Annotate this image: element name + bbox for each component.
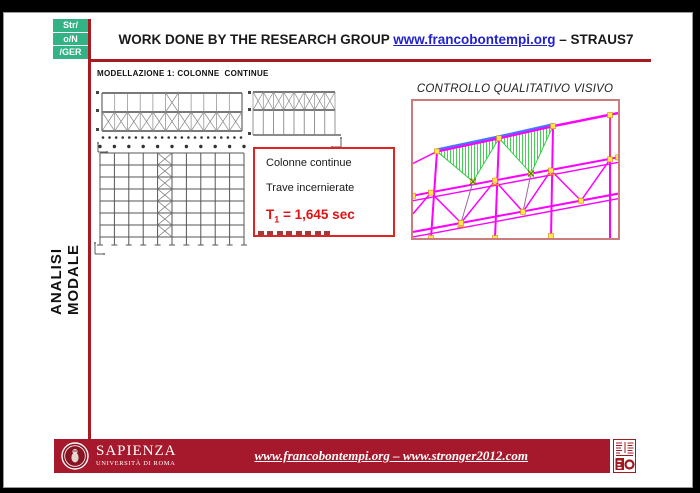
university-name: SAPIENZA	[96, 443, 177, 460]
stronger-logo: Str/ o/N /GER	[53, 19, 88, 59]
visual-model-image	[411, 99, 620, 240]
sidebar-vertical-label: ANALISI MODALE	[48, 244, 82, 315]
stronger-logo-line2: o/N	[53, 33, 88, 47]
fb-seal-logo	[613, 439, 636, 473]
info-line-2: Trave incernierate	[266, 182, 355, 194]
info-line-1: Colonne continue	[266, 157, 352, 169]
clipped-text-remnant	[258, 231, 334, 235]
presentation-slide: Str/ o/N /GER WORK DONE BY THE RESEARCH …	[3, 12, 693, 488]
period-value: T1 = 1,645 sec	[266, 207, 355, 225]
plan-truss-diagram	[96, 91, 243, 153]
section-label: MODELLAZIONE 1: COLONNE CONTINUE	[97, 69, 269, 78]
stronger-logo-line1: Str/	[53, 19, 88, 33]
red-vertical-rule	[88, 19, 91, 439]
university-subtitle: UNIVERSITÀ DI ROMA	[96, 460, 176, 468]
header-title-suffix: – STRAUS7	[555, 31, 634, 47]
stronger-logo-line3: /GER	[59, 47, 82, 58]
visual-check-title: CONTROLLO QUALITATIVO VISIVO	[416, 83, 614, 95]
footer-links[interactable]: www.francobontempi.org – www.stronger201…	[254, 448, 529, 463]
header-title: WORK DONE BY THE RESEARCH GROUP www.fran…	[101, 26, 651, 52]
results-info-box: Colonne continue Trave incernierate T1 =…	[253, 147, 395, 237]
header-title-text: WORK DONE BY THE RESEARCH GROUP	[118, 31, 394, 47]
footer-bar: SAPIENZA UNIVERSITÀ DI ROMA www.francobo…	[54, 439, 610, 473]
university-wordmark: SAPIENZA UNIVERSITÀ DI ROMA	[96, 444, 177, 468]
frame-model-diagram	[94, 144, 247, 255]
header-link[interactable]: www.francobontempi.org	[393, 31, 556, 47]
sapienza-emblem	[61, 442, 89, 470]
red-horizontal-rule	[88, 59, 651, 62]
elevation-truss-diagram	[248, 91, 342, 148]
